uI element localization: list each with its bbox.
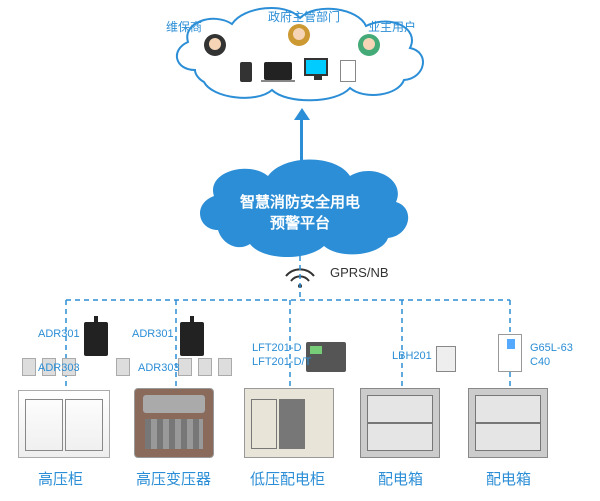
equipment-label-hv-cabinet: 高压柜	[38, 468, 83, 489]
upload-arrow-icon	[294, 108, 310, 170]
stakeholder-label-owner: 业主用户	[368, 18, 416, 35]
device-laptop-icon	[264, 62, 292, 80]
module-label-adr303-1: ADR303	[38, 362, 80, 374]
equipment-label-lv-cabinet: 低压配电柜	[250, 468, 325, 489]
module-label-lbh201: LBH201	[392, 350, 432, 362]
sensor-lbh-icon	[436, 346, 456, 372]
sensor-adr301-icon	[84, 322, 108, 356]
platform-title: 智慧消防安全用电 预警平台	[220, 192, 380, 234]
sensor-small-icon	[22, 358, 36, 376]
wifi-icon	[286, 269, 314, 288]
module-label-g65l63: G65L-63	[530, 342, 573, 354]
equipment-hv-cabinet	[18, 390, 110, 458]
module-label-lft201dt: LFT201-D/T	[252, 356, 311, 368]
equipment-label-hv-transformer: 高压变压器	[136, 468, 211, 489]
sensor-adr301-icon	[180, 322, 204, 356]
module-label-adr303-2: ADR303	[138, 362, 180, 374]
wireless-label: GPRS/NB	[330, 265, 389, 280]
sensor-small-icon	[218, 358, 232, 376]
sensor-g65-icon	[498, 334, 522, 372]
avatar-owner	[358, 34, 380, 56]
device-tablet-icon	[340, 60, 356, 82]
equipment-dist-box-2	[468, 388, 548, 458]
stakeholder-label-government: 政府主管部门	[268, 8, 340, 25]
module-label-lft201d: LFT201-D	[252, 342, 302, 354]
equipment-label-dist-box-1: 配电箱	[378, 468, 423, 489]
equipment-lv-cabinet	[244, 388, 334, 458]
module-label-c40: C40	[530, 356, 550, 368]
device-phone-icon	[240, 62, 252, 82]
stakeholder-label-maintenance: 维保商	[166, 18, 202, 35]
equipment-label-dist-box-2: 配电箱	[486, 468, 531, 489]
device-pc-icon	[304, 58, 328, 76]
module-label-adr301-1: ADR301	[38, 328, 80, 340]
sensor-small-icon	[116, 358, 130, 376]
sensor-small-icon	[198, 358, 212, 376]
module-label-adr301-2: ADR301	[132, 328, 174, 340]
avatar-government	[288, 24, 310, 46]
equipment-dist-box-1	[360, 388, 440, 458]
platform-title-line1: 智慧消防安全用电	[240, 194, 360, 211]
equipment-hv-transformer	[134, 388, 214, 458]
sensor-small-icon	[178, 358, 192, 376]
sensor-lft-icon	[306, 342, 346, 372]
platform-title-line2: 预警平台	[270, 215, 330, 232]
avatar-maintenance	[204, 34, 226, 56]
